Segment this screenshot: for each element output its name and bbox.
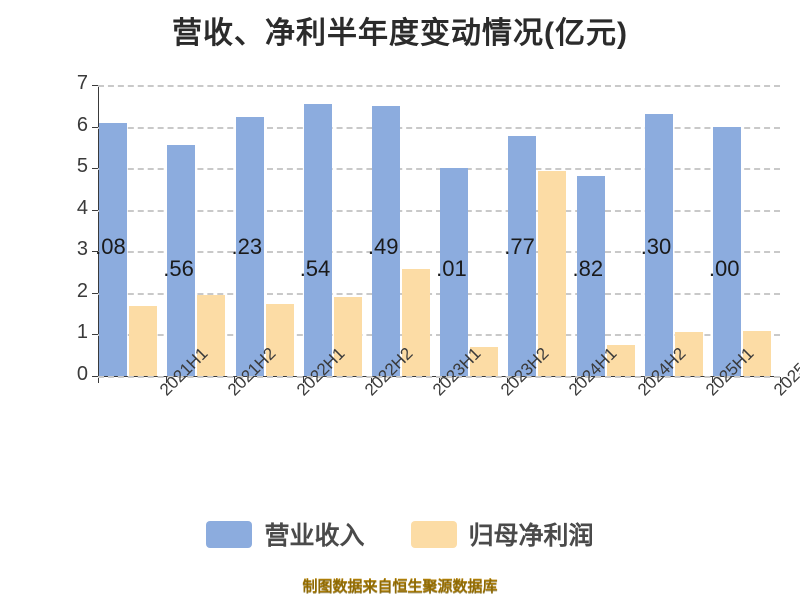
chart-legend: 营业收入 归母净利润 <box>0 516 800 552</box>
y-axis-tick-label: 3 <box>76 238 88 261</box>
footer-source-note-text: 制图数据来自恒生聚源数据库 <box>302 578 498 595</box>
legend-item[interactable]: 营业收入 <box>206 516 365 552</box>
bar-revenue[interactable] <box>167 144 196 376</box>
y-axis-tick-label: 1 <box>76 321 88 344</box>
x-axis-category-label: 2025H1 <box>702 344 758 400</box>
gridline <box>98 209 780 212</box>
x-axis-category-label: 2021H2 <box>224 344 280 400</box>
bar-profit[interactable] <box>742 331 771 376</box>
x-axis-tick-mark <box>507 377 509 383</box>
x-axis-tick-mark <box>370 377 372 383</box>
y-axis-tick-mark <box>92 376 98 377</box>
y-axis-tick-mark <box>92 126 98 128</box>
x-axis-tick-mark <box>234 377 236 383</box>
bar-profit[interactable] <box>606 345 635 376</box>
legend-label: 归母净利润 <box>468 522 594 550</box>
bar-profit[interactable] <box>401 269 430 376</box>
bar-profit[interactable] <box>333 297 362 376</box>
x-axis-category-label: 2023H1 <box>429 344 485 400</box>
gridline <box>98 251 780 254</box>
bar-revenue[interactable] <box>508 136 537 376</box>
x-axis-tick-mark <box>98 377 99 383</box>
legend-swatch-icon <box>206 520 253 548</box>
y-axis-tick-label: 6 <box>76 113 88 136</box>
x-axis-category-label: 2024H2 <box>634 344 690 400</box>
y-axis-tick-label: 4 <box>76 196 88 219</box>
bar-revenue[interactable] <box>303 104 332 376</box>
y-axis-tick-mark <box>92 251 98 253</box>
legend-item[interactable]: 归母净利润 <box>410 516 594 552</box>
bar-profit[interactable] <box>197 294 226 376</box>
x-axis-tick-mark <box>575 377 577 383</box>
bar-revenue[interactable] <box>712 126 741 376</box>
gridline <box>98 85 780 87</box>
y-axis-tick-mark <box>92 85 98 86</box>
bar-revenue[interactable] <box>235 117 264 376</box>
x-axis-tick-mark <box>302 377 304 383</box>
x-axis-category-label: 2022H2 <box>361 344 417 400</box>
bar-revenue[interactable] <box>440 167 469 376</box>
y-axis-tick-mark <box>92 292 98 294</box>
x-axis-tick-mark <box>643 377 645 383</box>
gridline <box>98 334 780 337</box>
y-axis-tick-label: 5 <box>76 155 88 178</box>
x-axis-category-label: 2025H2 <box>769 343 800 400</box>
y-axis-tick-mark <box>92 168 98 170</box>
bar-revenue[interactable] <box>371 106 400 376</box>
x-axis-tick-mark <box>439 377 440 383</box>
footer-source-note: 制图数据来自恒生聚源数据库 制图数据来自恒生聚源数据库 <box>0 575 800 596</box>
plot-area <box>98 85 780 378</box>
x-axis-tick-mark <box>711 377 713 383</box>
bar-profit[interactable] <box>674 332 703 376</box>
gridline <box>98 376 780 378</box>
legend-label: 营业收入 <box>264 522 365 550</box>
gridline <box>98 168 780 171</box>
y-axis-tick-label: 0 <box>76 363 88 385</box>
bar-profit[interactable] <box>470 346 499 376</box>
x-axis-tick-mark <box>780 377 781 383</box>
x-axis-tick-mark <box>166 377 168 383</box>
legend-swatch-icon <box>410 520 457 548</box>
bar-revenue[interactable] <box>576 175 605 376</box>
x-axis-category-label: 2022H1 <box>293 344 349 400</box>
bar-revenue[interactable] <box>99 123 128 376</box>
x-axis-category-label: 2023H2 <box>497 344 553 400</box>
bar-revenue[interactable] <box>644 114 673 376</box>
y-axis-tick-mark <box>92 209 98 211</box>
gridline <box>98 126 780 129</box>
y-axis-tick-label: 7 <box>76 72 88 94</box>
y-axis-tick-mark <box>92 334 98 336</box>
x-axis-category-label: 2024H1 <box>565 344 621 400</box>
bar-profit[interactable] <box>265 303 294 376</box>
y-axis-line <box>98 85 99 377</box>
footer-source-note-shadow: 制图数据来自恒生聚源数据库 <box>302 579 498 596</box>
bar-profit[interactable] <box>538 170 567 376</box>
chart-title: 营收、净利半年度变动情况(亿元) <box>172 17 628 50</box>
y-axis-tick-label: 2 <box>76 279 88 302</box>
gridline <box>98 292 780 295</box>
bar-profit[interactable] <box>129 306 158 376</box>
x-axis-category-label: 2021H1 <box>156 344 212 400</box>
